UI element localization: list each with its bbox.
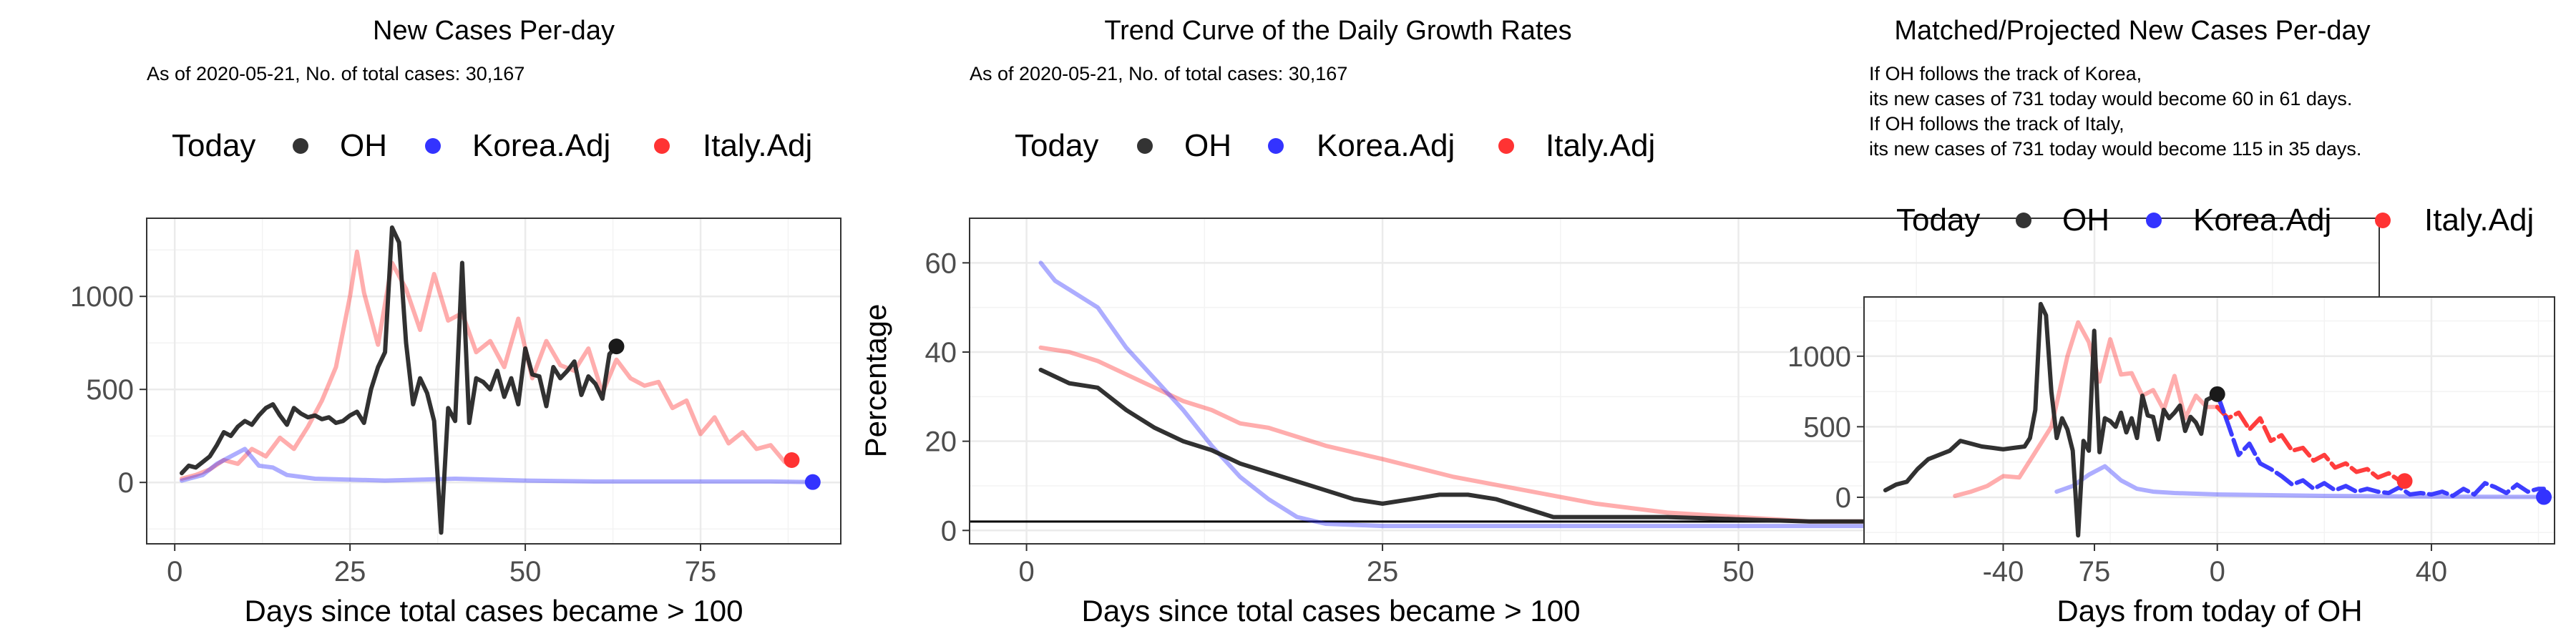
panel-1-legend: Today OH Korea.Adj Italy.Adj <box>172 128 812 163</box>
panel-3-plot-area <box>1864 297 2555 544</box>
panel-3-today-points <box>2209 386 2552 505</box>
panel-2-xlabel: Days since total cases became > 100 <box>1082 594 1581 628</box>
panel-matched-projected: Matched/Projected New Cases Per-day If O… <box>1787 16 2555 628</box>
y-tick-label: 500 <box>86 374 134 406</box>
today-point-oh <box>608 338 625 355</box>
series-line-italy-adj-projected <box>2215 404 2407 484</box>
panel-1-border <box>146 218 841 545</box>
y-tick-label: 40 <box>925 337 957 369</box>
today-point-korea-adj <box>2536 489 2552 505</box>
legend-oh-marker <box>293 138 308 154</box>
panel-2-title: Trend Curve of the Daily Growth Rates <box>1104 16 1571 46</box>
y-tick-label: 500 <box>1803 411 1851 443</box>
panel-2-axis-ticks: 0 25 50 75 0 20 40 60 <box>925 248 2111 587</box>
series-line-oh <box>1883 301 2220 538</box>
panel-1-title: New Cases Per-day <box>373 16 615 46</box>
series-line-oh <box>180 225 619 535</box>
panel-3-subtitle-line-1: If OH follows the track of Korea, <box>1869 63 2142 84</box>
x-tick-label: 50 <box>509 556 542 587</box>
panel-3-subtitle: If OH follows the track of Korea, its ne… <box>1869 63 2361 160</box>
legend-today-label: Today <box>1896 203 1980 238</box>
legend-italy-marker <box>1498 138 1514 154</box>
x-tick-label: 0 <box>167 556 182 587</box>
y-tick-label: 20 <box>925 426 957 458</box>
panel-2-ylabel: Percentage <box>859 304 892 458</box>
series-line-oh <box>1038 367 1926 524</box>
panel-3-subtitle-line-4: its new cases of 731 today would become … <box>1869 138 2361 160</box>
x-tick-label: 40 <box>2416 556 2448 587</box>
panel-3-series <box>1883 301 2552 538</box>
today-point-korea-adj <box>804 474 821 490</box>
series-line-italy-adj <box>180 249 794 481</box>
y-tick-label: 1000 <box>1787 341 1851 373</box>
legend-italy-label: Italy.Adj <box>1546 128 1655 163</box>
x-tick-label: 0 <box>2210 556 2225 587</box>
panel-2-subtitle: As of 2020-05-21, No. of total cases: 30… <box>970 63 1347 84</box>
x-tick-label: 50 <box>1722 556 1755 587</box>
panel-3-subtitle-line-2: its new cases of 731 today would become … <box>1869 88 2352 109</box>
panel-1-xlabel: Days since total cases became > 100 <box>245 594 743 628</box>
panel-1-series <box>180 225 815 535</box>
panel-1-subtitle: As of 2020-05-21, No. of total cases: 30… <box>147 63 525 84</box>
y-tick-label: 0 <box>941 515 957 547</box>
panel-3-legend: Today OH Korea.Adj Italy.Adj <box>1896 203 2534 238</box>
series-line-korea-adj-projected <box>2215 391 2546 498</box>
legend-korea-label: Korea.Adj <box>472 128 610 163</box>
panel-3-title: Matched/Projected New Cases Per-day <box>1894 16 2370 46</box>
legend-today-label: Today <box>172 128 255 163</box>
panel-3-axis-ticks: -40 0 40 0 500 1000 <box>1787 341 2447 587</box>
panel-new-cases: New Cases Per-day As of 2020-05-21, No. … <box>70 16 841 628</box>
series-line-korea-adj <box>1038 260 2325 531</box>
panel-3-grid <box>1864 297 2555 544</box>
legend-oh-label: OH <box>2062 203 2109 238</box>
series-line-korea-adj <box>180 447 815 484</box>
y-tick-label: 60 <box>925 248 957 279</box>
today-point-italy-adj <box>2396 473 2413 489</box>
y-tick-label: 0 <box>118 467 134 499</box>
x-tick-label: 0 <box>1018 556 1034 587</box>
x-tick-label: 75 <box>685 556 717 587</box>
y-tick-label: 0 <box>1835 482 1851 514</box>
legend-oh-marker <box>1137 138 1153 154</box>
y-tick-label: 1000 <box>70 281 134 313</box>
panel-1-axis-ticks: 0 25 50 75 0 500 1000 <box>70 281 716 587</box>
legend-italy-marker <box>654 138 670 154</box>
panel-2-legend: Today OH Korea.Adj Italy.Adj <box>1015 128 1655 163</box>
series-line-italy-adj <box>1953 320 2220 498</box>
today-point-italy-adj <box>784 452 800 468</box>
legend-italy-label: Italy.Adj <box>2424 203 2534 238</box>
legend-oh-label: OH <box>1184 128 1231 163</box>
today-point-oh <box>2209 386 2225 402</box>
legend-italy-marker <box>2375 213 2391 228</box>
legend-korea-label: Korea.Adj <box>1317 128 1455 163</box>
panel-1-today-points <box>608 338 821 490</box>
panel-3-border <box>1863 296 2555 545</box>
x-tick-label: 25 <box>1367 556 1399 587</box>
series-line-korea-adj <box>2054 464 2552 499</box>
panel-1-grid <box>147 218 841 544</box>
legend-oh-label: OH <box>340 128 387 163</box>
panel-3-subtitle-line-3: If OH follows the track of Italy, <box>1869 113 2124 135</box>
panel-3-xlabel: Days from today of OH <box>2057 594 2362 628</box>
legend-italy-label: Italy.Adj <box>703 128 812 163</box>
x-tick-label: -40 <box>1983 556 2024 587</box>
x-tick-label: 25 <box>334 556 366 587</box>
legend-today-label: Today <box>1015 128 1098 163</box>
legend-oh-marker <box>2016 213 2031 228</box>
legend-korea-marker <box>425 138 441 154</box>
legend-korea-marker <box>1268 138 1284 154</box>
legend-korea-marker <box>2146 213 2162 228</box>
legend-korea-label: Korea.Adj <box>2193 203 2331 238</box>
x-tick-label: 75 <box>2079 556 2111 587</box>
